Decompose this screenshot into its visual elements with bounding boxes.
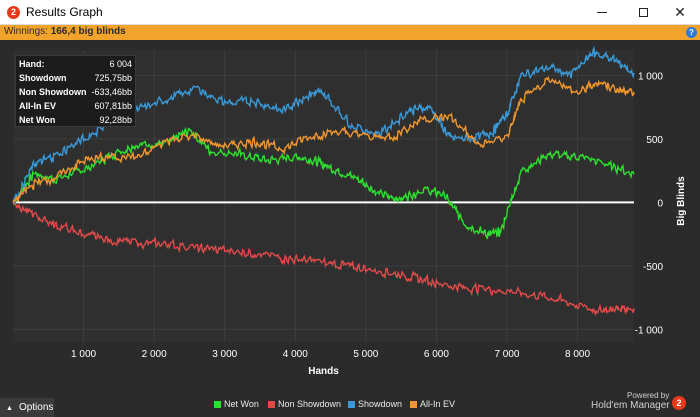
- winnings-summary: Winnings: 166,4 big blinds: [4, 26, 126, 37]
- x-tick-label: 8 000: [565, 349, 590, 360]
- maximize-button[interactable]: [624, 0, 664, 25]
- stat-value: 725,75bb: [94, 73, 132, 83]
- legend-swatch: [268, 401, 275, 409]
- legend-label: All-In EV: [420, 399, 456, 409]
- x-tick-label: 4 000: [283, 349, 308, 360]
- stat-label: Non Showdown: [19, 87, 87, 97]
- stat-row-non-showdown: Non Showdown -633,46bb: [16, 85, 135, 99]
- minimize-icon: [597, 12, 607, 13]
- x-tick-label: 6 000: [424, 349, 449, 360]
- hem-logo-icon: 2: [672, 396, 686, 410]
- powered-by-text: Powered by: [627, 391, 670, 400]
- window-title: Results Graph: [26, 5, 103, 19]
- stat-value: 607,81bb: [94, 101, 132, 111]
- stat-value: 6 004: [109, 59, 132, 69]
- legend-item-showdown[interactable]: Showdown: [348, 399, 402, 409]
- winnings-value: 166,4 big blinds: [50, 26, 126, 37]
- stats-panel: Hand: 6 004 Showdown 725,75bb Non Showdo…: [15, 55, 136, 127]
- title-bar: 2 Results Graph ✕: [0, 0, 700, 25]
- stat-label: Showdown: [19, 73, 67, 83]
- y-tick-label: -1 000: [635, 325, 664, 336]
- legend-swatch: [214, 401, 221, 409]
- options-label: Options: [18, 402, 54, 413]
- stat-row-showdown: Showdown 725,75bb: [16, 71, 135, 85]
- stat-row-hand: Hand: 6 004: [16, 57, 135, 71]
- y-tick-label: 0: [657, 198, 663, 209]
- stat-row-all-in-ev: All-In EV 607,81bb: [16, 99, 135, 113]
- help-icon[interactable]: ?: [686, 27, 697, 38]
- stat-label: Net Won: [19, 115, 56, 125]
- legend-item-all-in-ev[interactable]: All-In EV: [410, 399, 455, 409]
- close-button[interactable]: ✕: [660, 0, 700, 25]
- powered-by: Powered by Hold'em Manager 2: [588, 390, 698, 417]
- y-tick-label: -500: [643, 262, 663, 273]
- legend-label: Showdown: [358, 399, 403, 409]
- legend-item-non-showdown[interactable]: Non Showdown: [268, 399, 341, 409]
- x-tick-label: 3 000: [212, 349, 237, 360]
- y-tick-label: 500: [646, 135, 663, 146]
- x-tick-label: 2 000: [142, 349, 167, 360]
- legend-swatch: [348, 401, 355, 409]
- options-button[interactable]: ▲ Options: [0, 398, 54, 417]
- series-line-all-in-ev: [12, 75, 635, 203]
- stat-row-net-won: Net Won 92,28bb: [16, 113, 135, 127]
- series-line-non-showdown: [12, 200, 635, 317]
- minimize-button[interactable]: [582, 0, 622, 25]
- legend-swatch: [410, 401, 417, 409]
- stat-label: All-In EV: [19, 101, 57, 111]
- x-tick-label: 1 000: [71, 349, 96, 360]
- app-logo-icon: 2: [7, 6, 20, 19]
- stat-value: -633,46bb: [91, 87, 132, 97]
- legend-label: Non Showdown: [278, 399, 342, 409]
- x-tick-label: 7 000: [494, 349, 519, 360]
- close-icon: ✕: [674, 4, 686, 20]
- legend-item-net-won[interactable]: Net Won: [214, 399, 259, 409]
- powered-by-brand: Hold'em Manager: [591, 400, 670, 411]
- stat-label: Hand:: [19, 59, 45, 69]
- x-axis-label: Hands: [308, 366, 339, 377]
- x-tick-label: 5 000: [353, 349, 378, 360]
- chevron-up-icon: ▲: [6, 405, 13, 412]
- y-axis-label: Big Blinds: [676, 176, 687, 226]
- stat-value: 92,28bb: [99, 115, 132, 125]
- maximize-icon: [639, 8, 648, 17]
- y-tick-label: 1 000: [638, 71, 663, 82]
- legend-label: Net Won: [224, 399, 259, 409]
- winnings-label: Winnings:: [4, 26, 48, 37]
- winnings-bar: Winnings: 166,4 big blinds ?: [0, 25, 700, 40]
- series-line-net-won: [12, 126, 635, 240]
